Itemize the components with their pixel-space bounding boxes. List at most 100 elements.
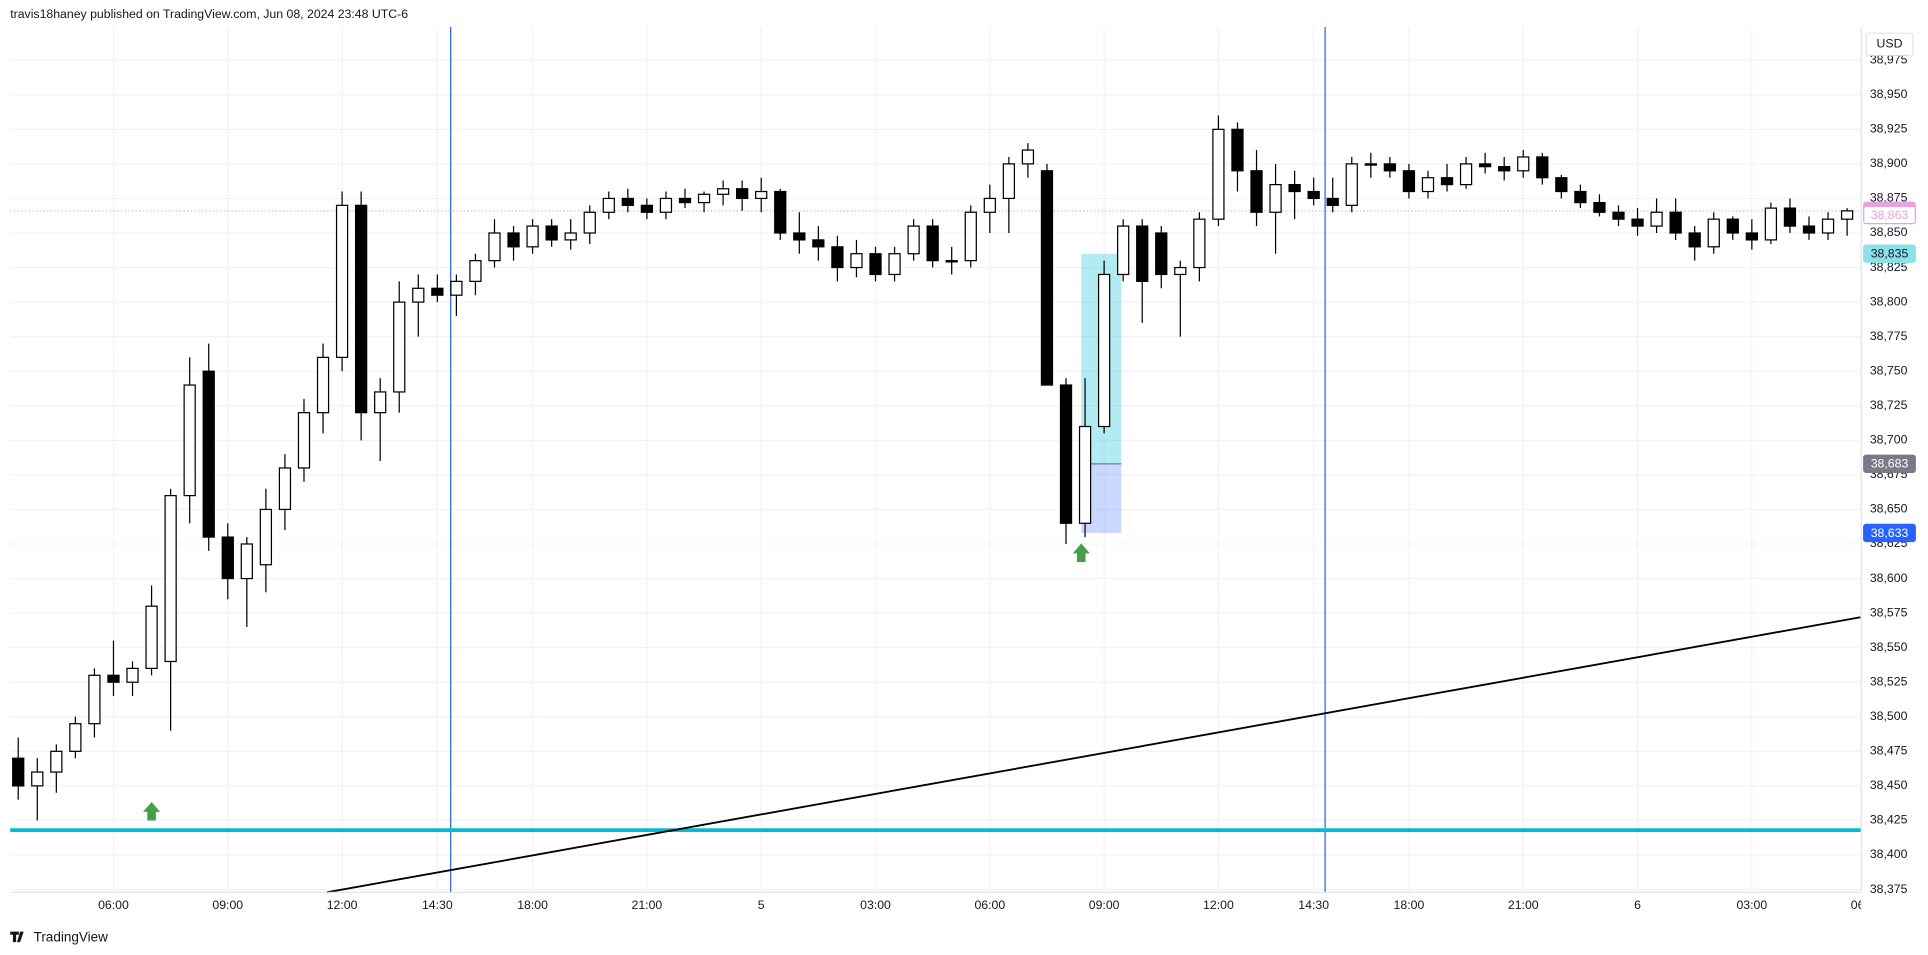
candle-body — [393, 301, 406, 393]
candle-body — [621, 197, 634, 206]
price-label: 38,633 — [1871, 526, 1909, 540]
x-tick-label: 03:00 — [860, 898, 891, 912]
candle-body — [450, 280, 463, 296]
candle-body — [831, 246, 844, 269]
candle-body — [1307, 190, 1320, 200]
candle-body — [850, 253, 863, 269]
arrow-up — [1072, 543, 1090, 562]
x-tick-label: 12:00 — [327, 898, 358, 912]
candle-body — [1783, 207, 1797, 227]
candle-body — [412, 287, 425, 303]
candle-body — [1612, 211, 1625, 220]
x-tick-label: 18:00 — [1394, 898, 1425, 912]
candle-body — [1840, 210, 1854, 220]
candle-body — [126, 667, 139, 683]
candle-body — [221, 536, 234, 580]
footer: TradingView — [34, 929, 109, 944]
candle-body — [316, 356, 330, 414]
candle-body — [678, 197, 692, 204]
candle-body — [926, 225, 939, 262]
price-label-box — [1863, 454, 1916, 474]
y-tick-label: 38,700 — [1870, 433, 1908, 447]
candle-body — [1726, 218, 1739, 234]
candle-body — [869, 253, 882, 276]
y-tick-label: 38,875 — [1870, 191, 1908, 205]
header: travis18haney published on TradingView.c… — [10, 7, 408, 21]
candle-body — [736, 188, 749, 200]
candle-body — [88, 674, 101, 725]
candle-body — [374, 391, 387, 414]
candle-body — [1326, 197, 1339, 206]
x-tick-label: 06:00 — [98, 898, 129, 912]
candle-body — [1155, 232, 1168, 276]
price-label-box — [1863, 205, 1916, 225]
candle-body — [183, 384, 196, 497]
candle-body — [1593, 201, 1606, 213]
candle-body — [564, 232, 577, 241]
y-tick-label: 38,750 — [1870, 363, 1908, 377]
y-tick-label: 38,925 — [1870, 122, 1908, 136]
candle-body — [716, 188, 730, 195]
candle-body — [259, 508, 273, 566]
candle-body — [526, 225, 539, 248]
y-tick-label: 38,550 — [1870, 640, 1908, 654]
logo — [10, 931, 24, 943]
candle-body — [1021, 149, 1035, 165]
currency-box — [1865, 32, 1914, 56]
candle-body — [1040, 170, 1054, 386]
candle-body — [31, 771, 44, 787]
x-tick-label: 09:00 — [1089, 898, 1120, 912]
candle-body — [1802, 225, 1816, 234]
candle-body — [1288, 183, 1301, 193]
candle-body — [354, 204, 368, 414]
x-tick-label: 06:00 — [974, 898, 1005, 912]
candle-body — [1002, 163, 1016, 200]
candle-body — [697, 193, 711, 204]
candle-body — [1650, 211, 1663, 227]
candle-body — [659, 197, 673, 213]
candle-body — [202, 370, 215, 538]
price-label: 38,863 — [1871, 208, 1909, 222]
candle-body — [1193, 218, 1206, 269]
candle-body — [507, 232, 520, 248]
candle-body — [583, 211, 596, 234]
x-tick-label: 6 — [1634, 898, 1641, 912]
candle-body — [278, 467, 292, 511]
candle-body — [812, 239, 825, 248]
candle-body — [1174, 266, 1187, 276]
x-tick-label: 14:30 — [1298, 898, 1329, 912]
candle-body — [1421, 177, 1435, 193]
x-tick-label: 5 — [758, 898, 765, 912]
candle-body — [983, 197, 996, 213]
x-tick-label: 21:00 — [1508, 898, 1539, 912]
candle-body — [164, 495, 177, 663]
candle-body — [1478, 163, 1492, 168]
trend-line — [326, 616, 1861, 894]
price-label-box — [1863, 523, 1916, 543]
price-axis — [1861, 0, 1928, 955]
x-tick-label: 14:30 — [422, 898, 453, 912]
y-tick-label: 38,450 — [1870, 778, 1908, 792]
y-tick-label: 38,850 — [1870, 225, 1908, 239]
y-tick-label: 38,400 — [1870, 847, 1908, 861]
candle-body — [1555, 177, 1568, 193]
candle-body — [545, 225, 558, 241]
candle-body — [1517, 156, 1530, 172]
y-tick-label: 38,775 — [1870, 329, 1908, 343]
candle-body — [1536, 156, 1549, 179]
price-label: 38,835 — [1871, 247, 1909, 261]
y-tick-label: 38,600 — [1870, 571, 1908, 585]
price-label-box — [1863, 244, 1916, 263]
candle-body — [1459, 163, 1473, 186]
candle-body — [907, 225, 920, 255]
candle-body — [602, 197, 615, 213]
candle-body — [1059, 384, 1073, 524]
candle-body — [1117, 225, 1130, 276]
x-tick-label: 18:00 — [517, 898, 548, 912]
candle-body — [1688, 232, 1701, 248]
y-tick-label: 38,475 — [1870, 744, 1908, 758]
candle-body — [1097, 273, 1111, 428]
